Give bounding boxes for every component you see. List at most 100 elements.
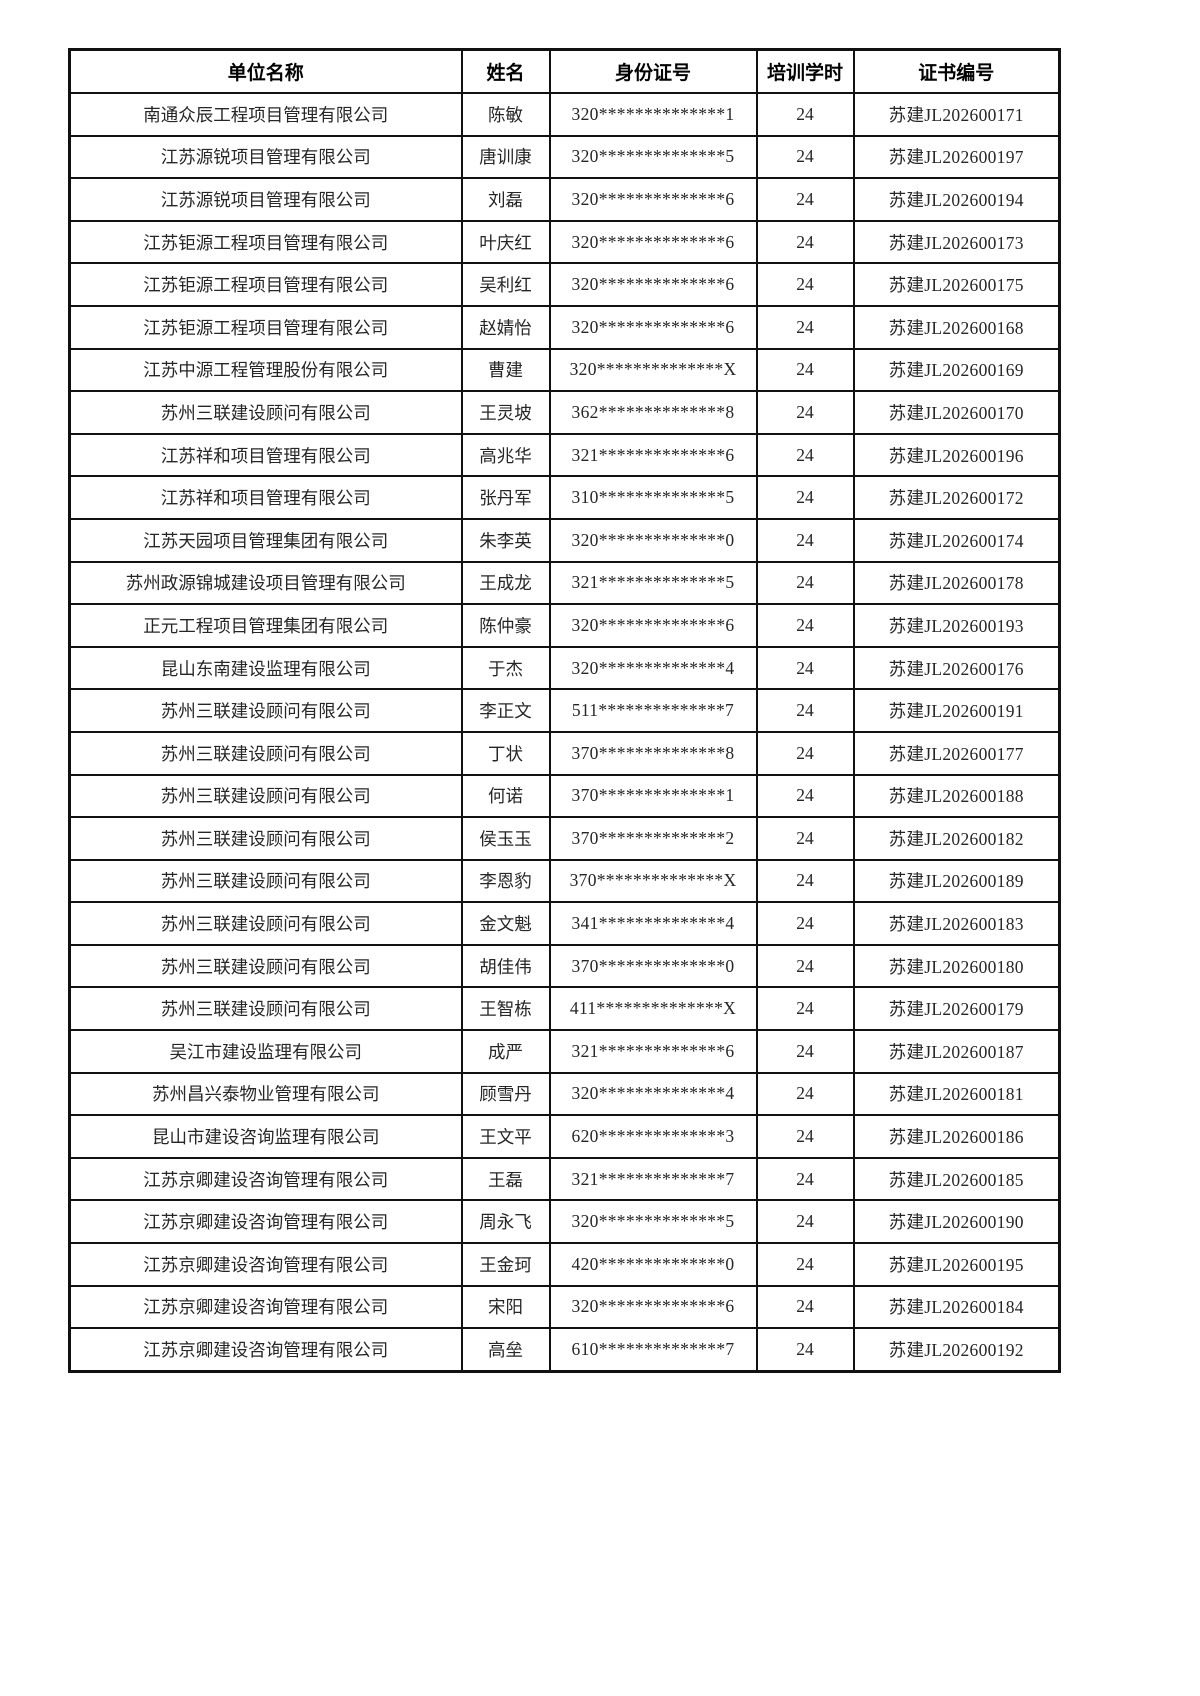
table-row: 苏州三联建设顾问有限公司 丁状 370**************8 24 苏建… (68, 730, 1061, 776)
id-number-cell: 310**************5 (548, 475, 758, 520)
hours-cell: 24 (755, 645, 855, 691)
name-cell: 王文平 (460, 1114, 551, 1159)
hours-cell: 24 (755, 858, 855, 904)
cert-no-cell: 苏建JL202600182 (852, 816, 1061, 861)
cert-no-cell: 苏建JL202600188 (852, 773, 1061, 819)
id-number-cell: 320**************6 (548, 177, 758, 222)
table-row: 江苏源锐项目管理有限公司 唐训康 320**************5 24 苏… (68, 134, 1061, 180)
hours-cell: 24 (755, 1156, 855, 1202)
name-cell: 陈仲豪 (460, 603, 551, 648)
id-number-cell: 320**************5 (548, 134, 758, 180)
cert-no-cell: 苏建JL202600179 (852, 986, 1061, 1032)
name-cell: 周永飞 (460, 1199, 551, 1245)
table-row: 江苏京卿建设咨询管理有限公司 王金珂 420**************0 24… (68, 1242, 1061, 1287)
id-number-cell: 321**************6 (548, 1029, 758, 1074)
id-number-cell: 362**************8 (548, 390, 758, 435)
cert-no-cell: 苏建JL202600194 (852, 177, 1061, 222)
id-number-cell: 370**************1 (548, 773, 758, 819)
hours-cell: 24 (755, 773, 855, 819)
cert-no-cell: 苏建JL202600192 (852, 1327, 1061, 1373)
table-row: 苏州三联建设顾问有限公司 王智栋 411**************X 24 苏… (68, 986, 1061, 1032)
company-cell: 江苏天园项目管理集团有限公司 (68, 517, 463, 563)
table-row: 江苏钜源工程项目管理有限公司 吴利红 320**************6 24… (68, 262, 1061, 307)
name-cell: 金文魁 (460, 901, 551, 946)
name-cell: 吴利红 (460, 262, 551, 307)
cert-no-cell: 苏建JL202600187 (852, 1029, 1061, 1074)
hours-cell: 24 (755, 390, 855, 435)
column-header-name: 姓名 (460, 48, 551, 94)
company-cell: 江苏钜源工程项目管理有限公司 (68, 262, 463, 307)
name-cell: 顾雪丹 (460, 1071, 551, 1117)
id-number-cell: 420**************0 (548, 1242, 758, 1287)
table-row: 苏州三联建设顾问有限公司 李恩豹 370**************X 24 苏… (68, 858, 1061, 904)
table-row: 吴江市建设监理有限公司 成严 321**************6 24 苏建J… (68, 1029, 1061, 1074)
id-number-cell: 320**************4 (548, 645, 758, 691)
name-cell: 于杰 (460, 645, 551, 691)
id-number-cell: 320**************X (548, 347, 758, 393)
hours-cell: 24 (755, 432, 855, 478)
company-cell: 江苏钜源工程项目管理有限公司 (68, 219, 463, 265)
hours-cell: 24 (755, 730, 855, 776)
hours-cell: 24 (755, 262, 855, 307)
company-cell: 苏州三联建设顾问有限公司 (68, 773, 463, 819)
name-cell: 胡佳伟 (460, 943, 551, 989)
name-cell: 朱李英 (460, 517, 551, 563)
column-header-id-number: 身份证号 (548, 48, 758, 94)
cert-no-cell: 苏建JL202600185 (852, 1156, 1061, 1202)
hours-cell: 24 (755, 1114, 855, 1159)
name-cell: 陈敏 (460, 92, 551, 137)
id-number-cell: 341**************4 (548, 901, 758, 946)
cert-no-cell: 苏建JL202600175 (852, 262, 1061, 307)
hours-cell: 24 (755, 1242, 855, 1287)
table-row: 苏州三联建设顾问有限公司 王灵坡 362**************8 24 苏… (68, 390, 1061, 435)
cert-no-cell: 苏建JL202600170 (852, 390, 1061, 435)
cert-no-cell: 苏建JL202600190 (852, 1199, 1061, 1245)
id-number-cell: 620**************3 (548, 1114, 758, 1159)
name-cell: 丁状 (460, 730, 551, 776)
name-cell: 唐训康 (460, 134, 551, 180)
id-number-cell: 610**************7 (548, 1327, 758, 1373)
name-cell: 成严 (460, 1029, 551, 1074)
column-header-hours: 培训学时 (755, 48, 855, 94)
cert-no-cell: 苏建JL202600178 (852, 560, 1061, 606)
company-cell: 江苏祥和项目管理有限公司 (68, 475, 463, 520)
company-cell: 昆山市建设咨询监理有限公司 (68, 1114, 463, 1159)
company-cell: 苏州三联建设顾问有限公司 (68, 986, 463, 1032)
name-cell: 叶庆红 (460, 219, 551, 265)
hours-cell: 24 (755, 986, 855, 1032)
column-header-company: 单位名称 (68, 48, 463, 94)
id-number-cell: 320**************0 (548, 517, 758, 563)
table-row: 苏州昌兴泰物业管理有限公司 顾雪丹 320**************4 24 … (68, 1071, 1061, 1117)
cert-no-cell: 苏建JL202600174 (852, 517, 1061, 563)
company-cell: 江苏源锐项目管理有限公司 (68, 177, 463, 222)
cert-no-cell: 苏建JL202600173 (852, 219, 1061, 265)
hours-cell: 24 (755, 304, 855, 350)
company-cell: 江苏京卿建设咨询管理有限公司 (68, 1284, 463, 1330)
header-row: 单位名称 姓名 身份证号 培训学时 证书编号 (68, 48, 1061, 94)
id-number-cell: 320**************6 (548, 304, 758, 350)
table-row: 江苏京卿建设咨询管理有限公司 宋阳 320**************6 24 … (68, 1284, 1061, 1330)
company-cell: 苏州政源锦城建设项目管理有限公司 (68, 560, 463, 606)
name-cell: 李恩豹 (460, 858, 551, 904)
id-number-cell: 370**************8 (548, 730, 758, 776)
table-row: 苏州三联建设顾问有限公司 金文魁 341**************4 24 苏… (68, 901, 1061, 946)
table-row: 昆山东南建设监理有限公司 于杰 320**************4 24 苏建… (68, 645, 1061, 691)
cert-no-cell: 苏建JL202600172 (852, 475, 1061, 520)
cert-no-cell: 苏建JL202600183 (852, 901, 1061, 946)
hours-cell: 24 (755, 1199, 855, 1245)
id-number-cell: 370**************X (548, 858, 758, 904)
cert-no-cell: 苏建JL202600189 (852, 858, 1061, 904)
table-body: 南通众辰工程项目管理有限公司 陈敏 320**************1 24 … (68, 92, 1061, 1373)
name-cell: 刘磊 (460, 177, 551, 222)
id-number-cell: 320**************4 (548, 1071, 758, 1117)
name-cell: 何诺 (460, 773, 551, 819)
company-cell: 江苏祥和项目管理有限公司 (68, 432, 463, 478)
hours-cell: 24 (755, 347, 855, 393)
table-row: 江苏钜源工程项目管理有限公司 叶庆红 320**************6 24… (68, 219, 1061, 265)
company-cell: 吴江市建设监理有限公司 (68, 1029, 463, 1074)
name-cell: 王金珂 (460, 1242, 551, 1287)
company-cell: 苏州三联建设顾问有限公司 (68, 901, 463, 946)
id-number-cell: 320**************6 (548, 1284, 758, 1330)
hours-cell: 24 (755, 816, 855, 861)
name-cell: 张丹军 (460, 475, 551, 520)
